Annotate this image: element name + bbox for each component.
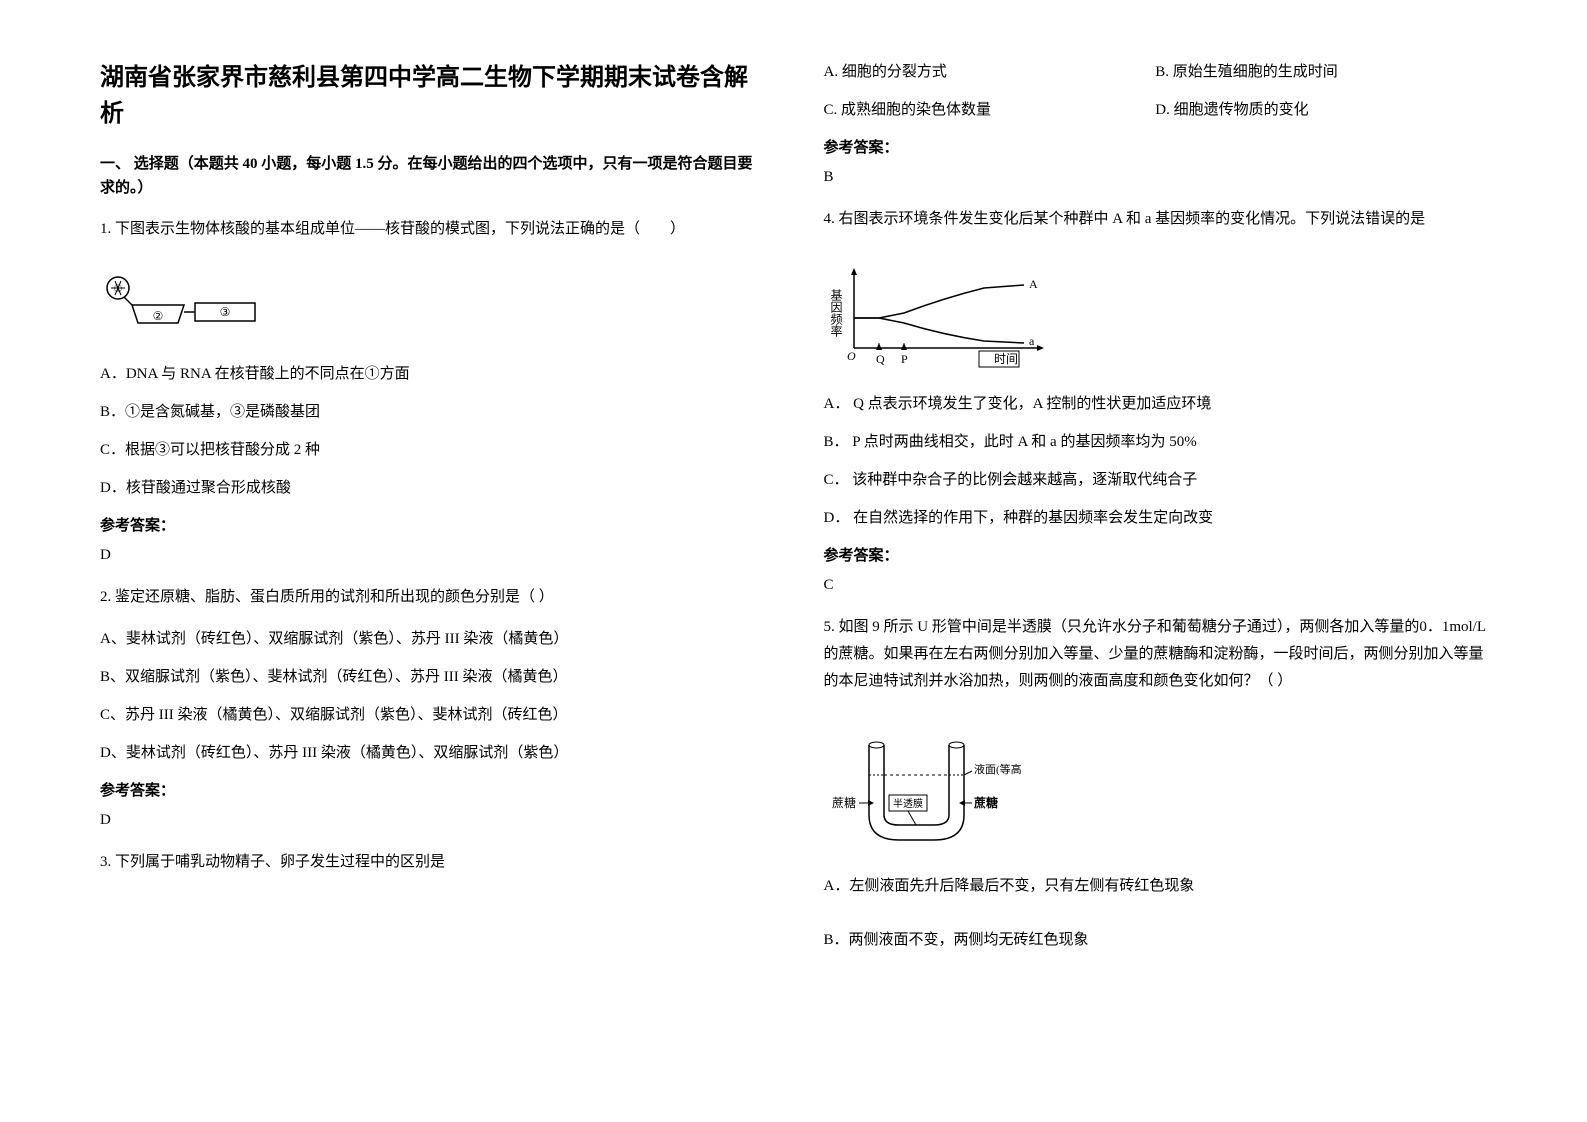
q1-optC: C．根据③可以把核苷酸分成 2 种 [100,438,764,462]
q2-optD: D、斐林试剂（砖红色）、苏丹 III 染液（橘黄色）、双缩脲试剂（紫色） [100,741,764,765]
nucleotide-diagram: ① ② ③ [100,273,280,343]
q1-answer: D [100,547,764,564]
q5-optA: A．左侧液面先升后降最后不变，只有左侧有砖红色现象 [824,874,1488,898]
page-title: 湖南省张家界市慈利县第四中学高二生物下学期期末试卷含解析 [100,60,764,132]
label-3: ③ [220,305,231,319]
q1-optB: B．①是含氮碱基，③是磷酸基团 [100,400,764,424]
q5-optB: B．两侧液面不变，两侧均无砖红色现象 [824,928,1488,952]
q3-optC: C. 成熟细胞的染色体数量 [824,98,1156,122]
q4-text: 4. 右图表示环境条件发生变化后某个种群中 A 和 a 基因频率的变化情况。下列… [824,206,1488,233]
utube-right: 蔗糖 [973,795,998,810]
utube-level: 液面(等高 [974,762,1022,776]
gene-frequency-chart: 基因频率 A a O Q P 时间 [824,263,1074,373]
label-2: ② [153,309,164,323]
chart-xlabel: 时间 [994,352,1018,366]
section-header: 一、 选择题（本题共 40 小题，每小题 1.5 分。在每小题给出的四个选项中，… [100,152,764,200]
q4-optA: A． Q 点表示环境发生了变化，A 控制的性状更加适应环境 [824,392,1488,416]
q3-row1: A. 细胞的分裂方式 B. 原始生殖细胞的生成时间 [824,60,1488,84]
q3-optB: B. 原始生殖细胞的生成时间 [1155,60,1487,84]
q1-optA: A．DNA 与 RNA 在核苷酸上的不同点在①方面 [100,362,764,386]
chart-A: A [1029,277,1038,291]
chart-P: P [901,352,908,366]
chart-Q: Q [876,352,885,366]
q4-optD: D． 在自然选择的作用下，种群的基因频率会发生定向改变 [824,506,1488,530]
q2-optC: C、苏丹 III 染液（橘黄色）、双缩脲试剂（紫色）、斐林试剂（砖红色） [100,703,764,727]
q3-text: 3. 下列属于哺乳动物精子、卵子发生过程中的区别是 [100,849,764,876]
q4-optC: C． 该种群中杂合子的比例会越来越高，逐渐取代纯合子 [824,468,1488,492]
q3-optA: A. 细胞的分裂方式 [824,60,1156,84]
q2-optB: B、双缩脲试剂（紫色）、斐林试剂（砖红色）、苏丹 III 染液（橘黄色） [100,665,764,689]
q2-answer: D [100,812,764,829]
q3-answer: B [824,169,1488,186]
chart-a: a [1029,334,1035,348]
left-column: 湖南省张家界市慈利县第四中学高二生物下学期期末试卷含解析 一、 选择题（本题共 … [100,60,764,1062]
right-column: A. 细胞的分裂方式 B. 原始生殖细胞的生成时间 C. 成熟细胞的染色体数量 … [824,60,1488,1062]
q2-optA: A、斐林试剂（砖红色）、双缩脲试剂（紫色）、苏丹 III 染液（橘黄色） [100,627,764,651]
q4-answer-label: 参考答案： [824,544,1488,565]
utube-membrane: 半透膜 [893,797,923,810]
q2-answer-label: 参考答案： [100,779,764,800]
q4-figure: 基因频率 A a O Q P 时间 [824,263,1488,378]
q4-optB: B． P 点时两曲线相交，此时 A 和 a 的基因频率均为 50% [824,430,1488,454]
q1-optD: D．核苷酸通过聚合形成核酸 [100,476,764,500]
q3-answer-label: 参考答案： [824,136,1488,157]
chart-ylabel: 基因频率 [829,289,843,337]
utube-diagram: 半透膜 蔗糖 蔗糖 液面(等高 [824,725,1024,855]
q3-optD: D. 细胞遗传物质的变化 [1155,98,1487,122]
q4-answer: C [824,577,1488,594]
q1-text: 1. 下图表示生物体核酸的基本组成单位——核苷酸的模式图，下列说法正确的是（ ） [100,216,764,243]
q1-figure: ① ② ③ [100,273,764,348]
q3-row2: C. 成熟细胞的染色体数量 D. 细胞遗传物质的变化 [824,98,1488,122]
label-1: ① [114,284,123,295]
q2-text: 2. 鉴定还原糖、脂肪、蛋白质所用的试剂和所出现的颜色分别是（ ） [100,584,764,611]
utube-left: 蔗糖 [832,795,856,810]
q5-figure: 半透膜 蔗糖 蔗糖 液面(等高 [824,725,1488,860]
chart-O: O [847,349,856,363]
q1-answer-label: 参考答案： [100,514,764,535]
q5-text: 5. 如图 9 所示 U 形管中间是半透膜（只允许水分子和葡萄糖分子通过），两侧… [824,614,1488,695]
